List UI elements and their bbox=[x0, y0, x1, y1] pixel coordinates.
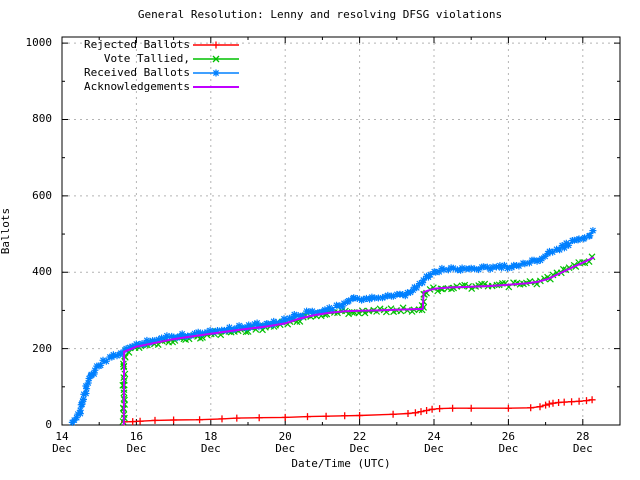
chart-title: General Resolution: Lenny and resolving … bbox=[137, 8, 503, 21]
gridlines bbox=[62, 37, 620, 425]
legend-sample-1 bbox=[193, 55, 239, 63]
x-tick-label: Dec bbox=[498, 442, 519, 455]
x-tick-label: 24 bbox=[427, 430, 441, 443]
x-tick-label: Dec bbox=[424, 442, 444, 455]
y-tick-label: 0 bbox=[45, 418, 52, 431]
y-tick-label: 1000 bbox=[25, 36, 53, 50]
series-vote-tallied bbox=[119, 253, 596, 426]
legend-label-0: Rejected Ballots bbox=[84, 38, 190, 51]
legend-label-1: Vote Tallied, bbox=[103, 52, 190, 65]
x-tick-label: 14 bbox=[55, 430, 69, 443]
x-tick-label: Dec bbox=[275, 442, 296, 455]
x-tick-label: 18 bbox=[204, 430, 218, 443]
x-tick-label: Dec bbox=[200, 442, 221, 455]
legend-sample-0 bbox=[193, 40, 239, 50]
x-tick-label: Dec bbox=[349, 442, 370, 455]
series-received-ballots bbox=[68, 226, 598, 427]
series-rejected-ballots bbox=[120, 395, 597, 427]
x-tick-label: Dec bbox=[52, 442, 72, 455]
legend-sample-2 bbox=[193, 68, 239, 78]
x-tick-label: 22 bbox=[352, 430, 367, 443]
plot-frame bbox=[61, 36, 621, 426]
x-tick-label: Dec bbox=[572, 442, 593, 455]
x-tick-label: Dec bbox=[126, 442, 147, 455]
x-tick-label: 16 bbox=[129, 430, 144, 443]
series-acknowledgements bbox=[122, 256, 595, 426]
y-tick-label: 200 bbox=[32, 341, 52, 355]
y-tick-label: 800 bbox=[32, 112, 52, 126]
y-tick-label: 600 bbox=[32, 188, 52, 202]
x-tick-label: 28 bbox=[576, 430, 590, 443]
legend-label-3: Acknowledgements bbox=[84, 80, 190, 93]
x-tick-label: 20 bbox=[278, 430, 292, 443]
tick-marks bbox=[61, 37, 620, 426]
x-tick-label: 26 bbox=[501, 430, 516, 443]
legend-label-2: Received Ballots bbox=[84, 66, 190, 79]
y-tick-label: 400 bbox=[32, 265, 52, 279]
x-axis-label: Date/Time (UTC) bbox=[291, 457, 391, 470]
